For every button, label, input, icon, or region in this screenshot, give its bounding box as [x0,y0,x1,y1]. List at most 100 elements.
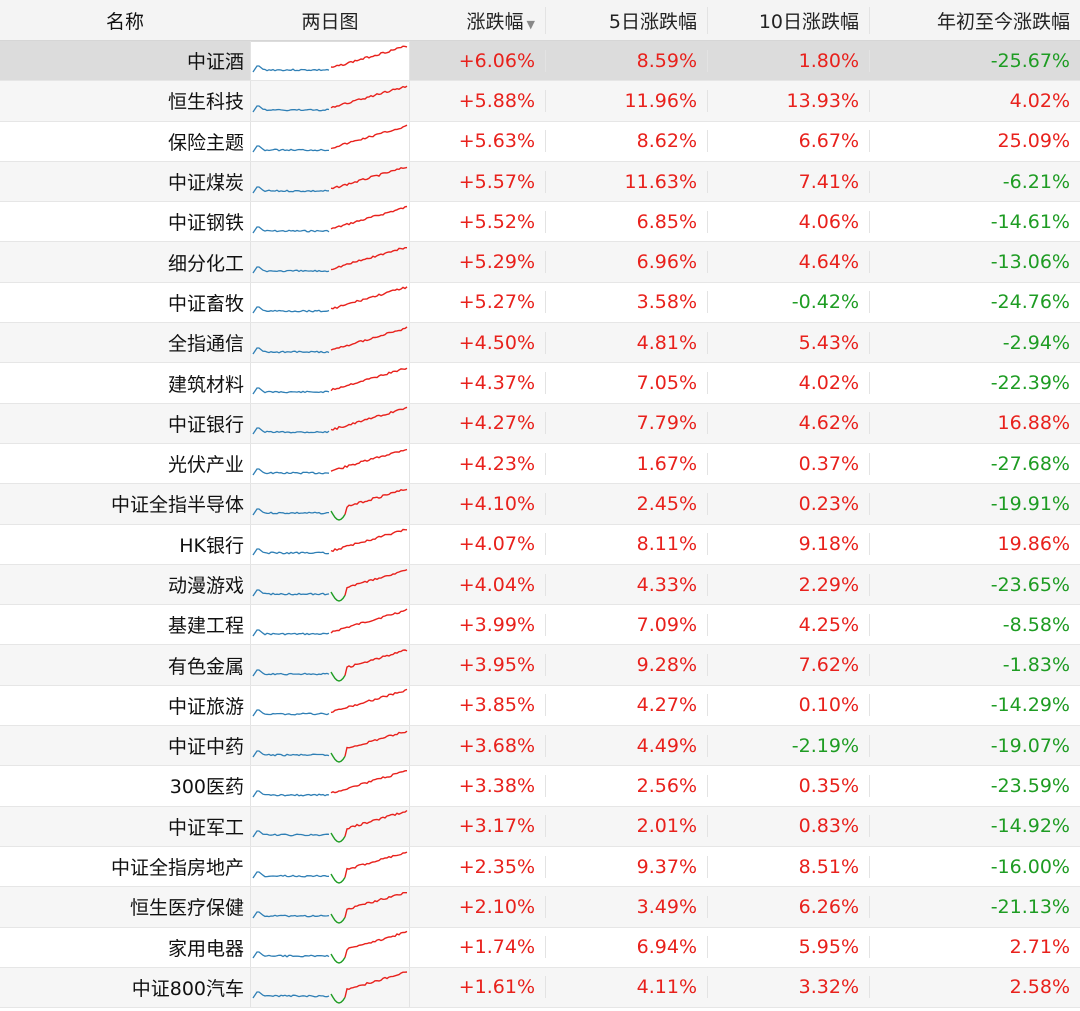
row-change: +5.63% [458,130,535,153]
table-row[interactable]: 建筑材料 +4.37% 7.05% 4.02% -22.39% [0,363,1080,404]
row-two-day-chart [250,443,410,484]
table-row[interactable]: 中证军工 +3.17% 2.01% 0.83% -14.92% [0,806,1080,847]
table-row[interactable]: 中证煤炭 +5.57% 11.63% 7.41% -6.21% [0,161,1080,203]
row-two-day-chart [250,403,410,443]
row-two-day-chart [250,967,410,1008]
row-ytd: 4.02% [869,89,1080,112]
row-change: +2.35% [458,855,535,878]
table-row[interactable]: 中证酒 +6.06% 8.59% 1.80% -25.67% [0,41,1080,82]
table-row[interactable]: 恒生医疗保健 +2.10% 3.49% 6.26% -21.13% [0,887,1080,928]
table-row[interactable]: 中证全指房地产 +2.35% 9.37% 8.51% -16.00% [0,846,1080,888]
two-day-sparkline [252,406,408,435]
row-ytd: -19.07% [869,734,1080,757]
row-ytd: -23.65% [869,573,1080,596]
today-line [344,891,407,918]
row-two-day-chart [250,685,410,726]
row-change: +5.88% [458,89,535,112]
table-row[interactable]: 家用电器 +1.74% 6.94% 5.95% 2.71% [0,927,1080,968]
row-5d: 7.05% [545,372,707,395]
row-name: 中证酒 [186,51,244,74]
today-line [330,608,408,634]
table-row[interactable]: HK银行 +4.07% 8.11% 9.18% 19.86% [0,524,1080,565]
row-ytd: 16.88% [869,412,1080,435]
table-row[interactable]: 中证畜牧 +5.27% 3.58% -0.42% -24.76% [0,282,1080,324]
row-name: 中证军工 [167,816,244,839]
col-header-10d[interactable]: 10日涨跌幅 [707,6,869,34]
two-day-sparkline [252,85,408,113]
two-day-sparkline [252,730,408,763]
today-line [330,913,346,924]
table-row[interactable]: 动漫游戏 +4.04% 4.33% 2.29% -23.65% [0,564,1080,606]
table-row[interactable]: 保险主题 +5.63% 8.62% 6.67% 25.09% [0,121,1080,162]
table-row[interactable]: 中证银行 +4.27% 7.79% 4.62% 16.88% [0,403,1080,444]
today-line [344,971,408,999]
prev-day-line [252,347,330,355]
prev-day-line [252,830,330,838]
col-header-change[interactable]: 涨跌幅 ▼ [410,7,545,34]
table-row[interactable]: 中证全指半导体 +4.10% 2.45% 0.23% -19.91% [0,484,1080,525]
row-name: 中证畜牧 [167,292,244,315]
table-row[interactable]: 中证中药 +3.68% 4.49% -2.19% -19.07% [0,726,1080,767]
prev-day-line [252,911,330,919]
row-5d: 11.63% [545,170,707,193]
row-5d: 4.33% [545,573,707,596]
today-line [344,930,408,958]
row-ytd: -21.13% [869,895,1080,918]
prev-day-line [252,226,330,234]
table-row[interactable]: 300医药 +3.38% 2.56% 0.35% -23.59% [0,766,1080,807]
today-line [330,953,346,964]
row-10d: 6.26% [707,895,869,918]
row-two-day-chart [250,282,410,323]
today-line [344,649,408,676]
table-row[interactable]: 光伏产业 +4.23% 1.67% 0.37% -27.68% [0,443,1080,485]
row-two-day-chart [250,605,410,645]
table-row[interactable]: 细分化工 +5.29% 6.96% 4.64% -13.06% [0,242,1080,283]
row-5d: 4.81% [545,331,707,354]
today-line [330,124,408,150]
today-line [344,810,408,837]
row-two-day-chart [250,484,410,524]
table-row[interactable]: 中证旅游 +3.85% 4.27% 0.10% -14.29% [0,685,1080,727]
today-line [330,752,346,763]
col-header-ytd[interactable]: 年初至今涨跌幅 [869,6,1080,34]
table-row[interactable]: 基建工程 +3.99% 7.09% 4.25% -8.58% [0,605,1080,646]
prev-day-line [252,991,330,999]
table-body: 中证酒 +6.06% 8.59% 1.80% -25.67% 恒生科技 +5.88% 11.9… [0,41,1080,1009]
row-5d: 7.09% [545,613,707,636]
two-day-sparkline [252,810,408,844]
row-5d: 1.67% [545,452,707,475]
row-change: +6.06% [458,49,535,72]
row-name: 建筑材料 [167,373,244,396]
col-header-two-day-chart[interactable]: 两日图 [301,10,359,33]
two-day-sparkline [252,205,408,234]
row-change: +3.68% [458,734,535,757]
row-10d: 6.67% [707,130,869,153]
row-ytd: -25.67% [869,49,1080,72]
row-name: 恒生科技 [167,91,244,114]
col-header-name[interactable]: 名称 [105,10,144,33]
row-5d: 9.28% [545,654,707,677]
row-name: HK银行 [179,534,244,557]
table-row[interactable]: 恒生科技 +5.88% 11.96% 13.93% 4.02% [0,81,1080,122]
today-line [330,671,346,682]
two-day-sparkline [252,769,408,798]
row-name: 中证中药 [167,736,244,759]
col-header-5d[interactable]: 5日涨跌幅 [545,6,707,34]
row-change: +3.38% [458,774,535,797]
row-name: 有色金属 [167,655,244,678]
prev-day-line [252,427,330,435]
two-day-sparkline [252,930,408,964]
row-two-day-chart [250,645,410,685]
table-row[interactable]: 有色金属 +3.95% 9.28% 7.62% -1.83% [0,645,1080,686]
prev-day-line [252,870,330,878]
row-two-day-chart [250,524,410,564]
prev-day-line [252,588,330,596]
table-row[interactable]: 全指通信 +4.50% 4.81% 5.43% -2.94% [0,323,1080,364]
row-two-day-chart [250,887,410,927]
row-name: 中证钢铁 [167,212,244,235]
row-10d: 13.93% [707,89,869,112]
table-row[interactable]: 中证钢铁 +5.52% 6.85% 4.06% -14.61% [0,202,1080,243]
table-row[interactable]: 中证800汽车 +1.61% 4.11% 3.32% 2.58% [0,967,1080,1009]
two-day-sparkline [252,448,408,475]
